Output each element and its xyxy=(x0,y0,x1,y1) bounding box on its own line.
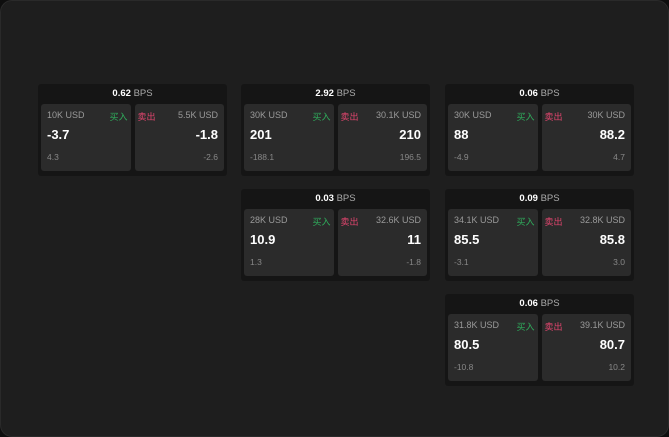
quote-widget: 2.92 BPS 30K USD 买入 201 -188.1 卖出 30.1K … xyxy=(241,84,430,176)
spread-header: 0.03 BPS xyxy=(241,189,430,209)
ask-quantity: 32.8K USD xyxy=(579,215,625,225)
sell-label: 卖出 xyxy=(340,112,359,122)
bid-price: 201 xyxy=(250,127,272,142)
sell-button[interactable]: 卖出 32.6K USD 11 -1.8 xyxy=(337,209,427,276)
quote-widget: 0.03 BPS 28K USD 买入 10.9 1.3 卖出 32.6K US… xyxy=(241,189,430,281)
bid-quantity: 34.1K USD xyxy=(454,215,500,225)
bid-price: 80.5 xyxy=(454,337,480,352)
bid-quantity: 10K USD xyxy=(47,110,85,120)
buy-label: 买入 xyxy=(312,217,331,227)
quote-widget: 0.62 BPS 10K USD 买入 -3.7 4.3 卖出 5.5K USD… xyxy=(38,84,227,176)
spread-value: 0.06 xyxy=(519,298,538,309)
quote-widget: 0.06 BPS 30K USD 买入 88 -4.9 卖出 30K USD 8… xyxy=(445,84,634,176)
spread-header: 2.92 BPS xyxy=(241,84,430,104)
bid-change: 1.3 xyxy=(250,257,262,267)
bid-change: -188.1 xyxy=(250,152,275,162)
buy-label: 买入 xyxy=(109,112,128,122)
ask-quantity: 30K USD xyxy=(587,110,625,120)
spread-header: 0.09 BPS xyxy=(445,189,634,209)
bid-change: -10.8 xyxy=(454,362,474,372)
ask-change: 3.0 xyxy=(613,257,625,267)
spread-header: 0.62 BPS xyxy=(38,84,227,104)
sell-button[interactable]: 卖出 39.1K USD 80.7 10.2 xyxy=(541,314,631,381)
ask-change: 4.7 xyxy=(613,152,625,162)
bid-quantity: 28K USD xyxy=(250,215,288,225)
spread-value: 2.92 xyxy=(315,88,334,99)
quote-widget: 0.06 BPS 31.8K USD 买入 80.5 -10.8 卖出 39.1… xyxy=(445,294,634,386)
ask-change: -1.8 xyxy=(406,257,421,267)
buy-label: 买入 xyxy=(312,112,331,122)
sell-button[interactable]: 卖出 32.8K USD 85.8 3.0 xyxy=(541,209,631,276)
buy-button[interactable]: 30K USD 买入 201 -188.1 xyxy=(244,104,334,171)
sell-label: 卖出 xyxy=(544,217,563,227)
quote-widget: 0.09 BPS 34.1K USD 买入 85.5 -3.1 卖出 32.8K… xyxy=(445,189,634,281)
ask-quantity: 32.6K USD xyxy=(375,215,421,225)
bid-change: -3.1 xyxy=(454,257,469,267)
sell-label: 卖出 xyxy=(544,112,563,122)
spread-unit: BPS xyxy=(540,88,560,99)
spread-value: 0.03 xyxy=(315,193,334,204)
buy-label: 买入 xyxy=(516,322,535,332)
buy-label: 买入 xyxy=(516,217,535,227)
spread-unit: BPS xyxy=(133,88,153,99)
ask-change: 196.5 xyxy=(399,152,421,162)
spread-value: 0.09 xyxy=(519,193,538,204)
ask-price: 88.2 xyxy=(599,127,625,142)
ask-price: 11 xyxy=(407,232,421,247)
ask-price: 85.8 xyxy=(599,232,625,247)
buy-button[interactable]: 34.1K USD 买入 85.5 -3.1 xyxy=(448,209,538,276)
buy-button[interactable]: 28K USD 买入 10.9 1.3 xyxy=(244,209,334,276)
buy-button[interactable]: 10K USD 买入 -3.7 4.3 xyxy=(41,104,131,171)
bid-price: -3.7 xyxy=(47,127,70,142)
sell-label: 卖出 xyxy=(544,322,563,332)
spread-unit: BPS xyxy=(540,193,560,204)
buy-button[interactable]: 31.8K USD 买入 80.5 -10.8 xyxy=(448,314,538,381)
bid-change: -4.9 xyxy=(454,152,469,162)
spread-unit: BPS xyxy=(336,193,356,204)
spread-value: 0.62 xyxy=(112,88,131,99)
spread-value: 0.06 xyxy=(519,88,538,99)
bid-quantity: 30K USD xyxy=(454,110,492,120)
bid-quantity: 30K USD xyxy=(250,110,288,120)
bid-change: 4.3 xyxy=(47,152,59,162)
buy-label: 买入 xyxy=(516,112,535,122)
spread-unit: BPS xyxy=(540,298,560,309)
spread-unit: BPS xyxy=(336,88,356,99)
spread-header: 0.06 BPS xyxy=(445,84,634,104)
bid-price: 88 xyxy=(454,127,469,142)
sell-label: 卖出 xyxy=(340,217,359,227)
buy-button[interactable]: 30K USD 买入 88 -4.9 xyxy=(448,104,538,171)
ask-price: -1.8 xyxy=(195,127,218,142)
bid-quantity: 31.8K USD xyxy=(454,320,500,330)
bid-price: 85.5 xyxy=(454,232,480,247)
bid-price: 10.9 xyxy=(250,232,276,247)
spread-header: 0.06 BPS xyxy=(445,294,634,314)
sell-label: 卖出 xyxy=(137,112,156,122)
ask-change: -2.6 xyxy=(203,152,218,162)
sell-button[interactable]: 卖出 30.1K USD 210 196.5 xyxy=(337,104,427,171)
ask-quantity: 30.1K USD xyxy=(375,110,421,120)
sell-button[interactable]: 卖出 5.5K USD -1.8 -2.6 xyxy=(134,104,224,171)
ask-quantity: 5.5K USD xyxy=(177,110,218,120)
ask-change: 10.2 xyxy=(608,362,625,372)
ask-price: 210 xyxy=(399,127,421,142)
ask-quantity: 39.1K USD xyxy=(579,320,625,330)
sell-button[interactable]: 卖出 30K USD 88.2 4.7 xyxy=(541,104,631,171)
ask-price: 80.7 xyxy=(599,337,625,352)
